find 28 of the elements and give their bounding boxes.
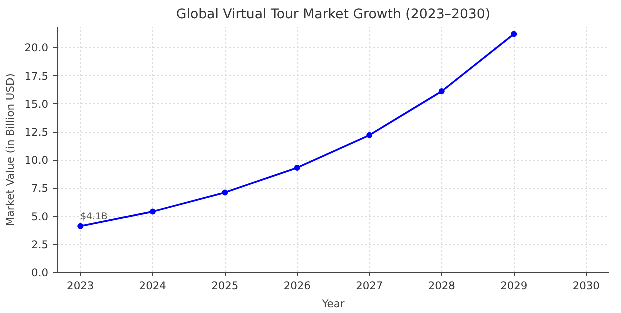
y-tick-label: 5.0 [32,210,49,224]
chart-title: Global Virtual Tour Market Growth (2023–2030) [176,8,491,22]
y-tick-label: 2.5 [32,238,49,252]
annotation: $4.1B [80,211,108,222]
y-tick-label: 0.0 [32,266,49,280]
y-axis-title: Market Value (in Billion USD) [4,74,17,226]
x-tick-label: 2028 [428,280,456,292]
x-tick-label: 2026 [284,280,312,292]
x-tick-label: 2024 [139,280,167,292]
y-tick-label: 12.5 [24,126,49,140]
point [438,88,445,95]
x-tick-label: 2023 [67,280,94,292]
x-tick-label: 2030 [572,280,600,292]
point [511,31,518,38]
point [222,190,228,196]
x-tick-label: 2027 [356,280,384,292]
y-tick-label: 15.0 [24,98,49,111]
y-tick-label: 7.5 [32,182,49,196]
y-tick-label: 17.5 [24,70,49,83]
x-axis-title: Year [321,298,346,310]
point [366,132,373,138]
y-tick-label: 20.0 [24,42,49,55]
x-tick-label: 2025 [212,280,239,292]
y-tick-label: 10.0 [24,154,49,168]
x-tick-label: 2029 [500,280,528,292]
point [150,208,156,215]
point [78,223,84,230]
point [294,164,300,171]
